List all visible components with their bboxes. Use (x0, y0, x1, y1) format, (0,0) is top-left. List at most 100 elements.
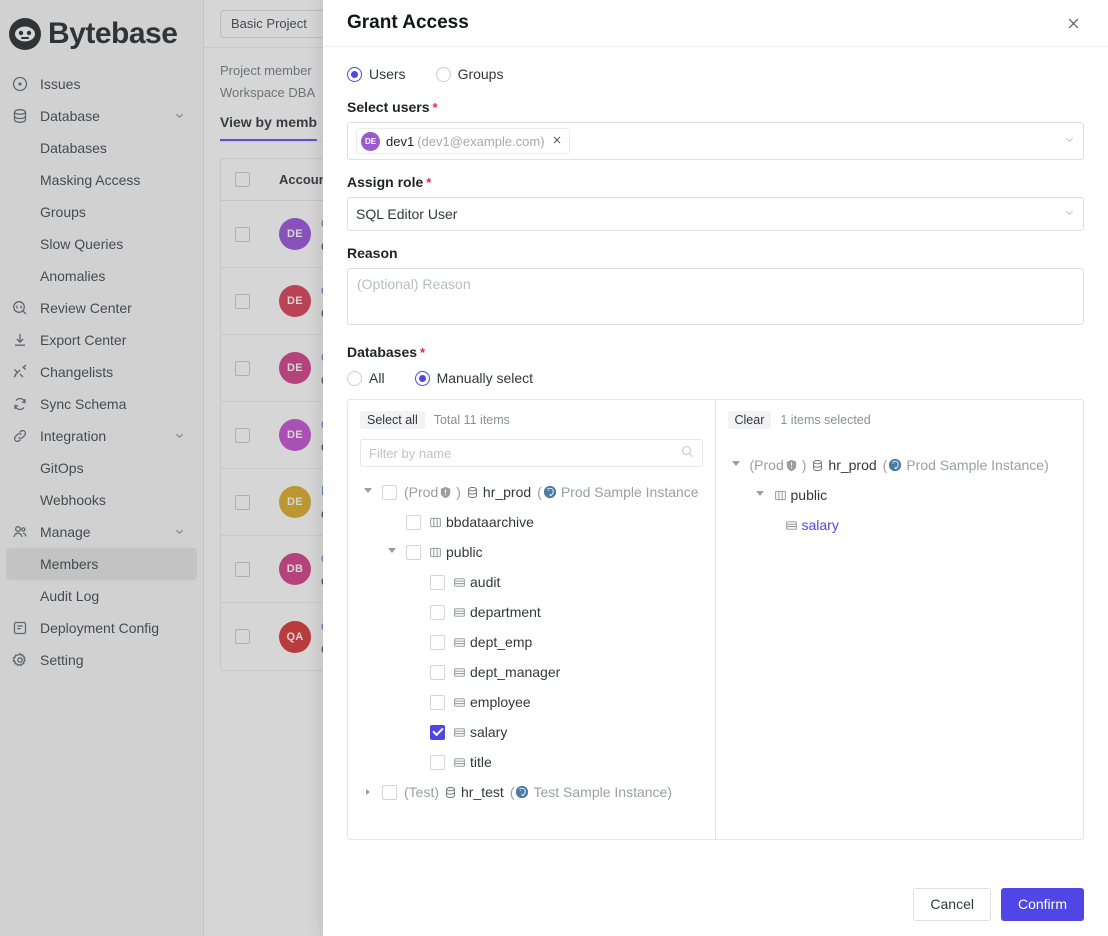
project-selector[interactable]: Basic Project (220, 9, 330, 38)
sidebar-item-audit-log[interactable]: Audit Log (6, 580, 197, 612)
database-name: hr_prod (482, 484, 532, 500)
chevron-down-icon[interactable] (729, 461, 743, 469)
row-checkbox[interactable] (235, 293, 250, 309)
tree-checkbox[interactable] (430, 634, 445, 650)
select-users-label: Select users * (347, 99, 1084, 115)
sidebar-item-database[interactable]: Database (6, 100, 197, 132)
integration-icon (12, 428, 34, 444)
chevron-down-icon[interactable] (753, 491, 767, 499)
select-all-button[interactable]: Select all (360, 411, 425, 429)
chevron-right-icon[interactable] (361, 789, 375, 795)
tree-node-title[interactable]: title (348, 747, 715, 777)
tree-node-salary-selected[interactable]: salary (716, 510, 1084, 540)
sidebar-item-issues[interactable]: Issues (6, 68, 197, 100)
chevron-down-icon[interactable] (1064, 207, 1075, 221)
assign-role-label-text: Assign role (347, 174, 424, 190)
tree-node-dept_manager[interactable]: dept_manager (348, 657, 715, 687)
transfer-source-panel: Select all Total 11 items Filter by name (348, 400, 716, 839)
row-checkbox[interactable] (235, 629, 250, 645)
sidebar-item-members[interactable]: Members (6, 548, 197, 580)
select-users-input[interactable]: DE dev1 (dev1@example.com) (347, 122, 1084, 160)
chevron-down-icon[interactable] (361, 488, 375, 496)
page-description-line-1: Project member (220, 63, 312, 78)
radio-manually-select[interactable]: Manually select (414, 370, 533, 386)
confirm-button[interactable]: Confirm (1000, 887, 1084, 921)
row-checkbox[interactable] (235, 494, 250, 510)
chevron-down-icon[interactable] (385, 548, 399, 556)
tree-node-public-selected[interactable]: public (716, 480, 1084, 510)
sidebar-item-databases[interactable]: Databases (6, 132, 197, 164)
selected-user-tag[interactable]: DE dev1 (dev1@example.com) (356, 128, 570, 154)
table-name: department (470, 604, 541, 620)
sidebar-item-groups[interactable]: Groups (6, 196, 197, 228)
sidebar-nav: Issues Database Databases Masking Access… (0, 68, 203, 676)
chevron-down-icon (174, 524, 185, 540)
radio-users[interactable]: Users (347, 66, 406, 82)
sidebar-item-export-center[interactable]: Export Center (6, 324, 197, 356)
sidebar-item-integration[interactable]: Integration (6, 420, 197, 452)
radio-groups[interactable]: Groups (435, 66, 504, 82)
row-checkbox[interactable] (235, 360, 250, 376)
sidebar-item-gitops[interactable]: GitOps (6, 452, 197, 484)
required-mark: * (426, 174, 432, 190)
sidebar-item-sync-schema[interactable]: Sync Schema (6, 388, 197, 420)
close-icon[interactable] (1060, 10, 1086, 36)
filter-input[interactable]: Filter by name (360, 439, 703, 467)
databases-label-text: Databases (347, 344, 418, 360)
cancel-button[interactable]: Cancel (913, 887, 991, 921)
tree-node-audit[interactable]: audit (348, 567, 715, 597)
modal-body: Users Groups Select users * DE dev1 (dev… (323, 47, 1108, 872)
tree-checkbox[interactable] (382, 484, 397, 500)
chevron-down-icon (174, 428, 185, 444)
tree-node-bbdataarchive[interactable]: bbdataarchive (348, 507, 715, 537)
sidebar-item-review-center[interactable]: Review Center (6, 292, 197, 324)
tree-node-salary[interactable]: salary (348, 717, 715, 747)
instance-open-paren: ( (509, 784, 515, 800)
tree-checkbox[interactable] (382, 784, 397, 800)
sidebar-item-slow-queries[interactable]: Slow Queries (6, 228, 197, 260)
database-icon (444, 786, 457, 799)
sidebar-item-manage[interactable]: Manage (6, 516, 197, 548)
tree-node-hr_prod-selected[interactable]: (Prod ) hr_prod ( (716, 450, 1084, 480)
reason-textarea[interactable] (347, 268, 1084, 325)
sync-icon (12, 396, 34, 412)
sidebar-item-label: Groups (40, 204, 86, 220)
row-checkbox[interactable] (235, 226, 250, 242)
select-all-checkbox[interactable] (235, 172, 250, 188)
tree-checkbox[interactable] (430, 694, 445, 710)
radio-groups-label: Groups (457, 66, 504, 82)
row-checkbox[interactable] (235, 561, 250, 577)
schema-name: public (446, 544, 483, 560)
tree-node-employee[interactable]: employee (348, 687, 715, 717)
sidebar-item-anomalies[interactable]: Anomalies (6, 260, 197, 292)
instance-open-paren: ( (537, 484, 542, 500)
table-icon (785, 519, 798, 532)
tree-checkbox[interactable] (430, 574, 445, 590)
filter-placeholder: Filter by name (369, 445, 452, 461)
chevron-down-icon[interactable] (1064, 134, 1075, 148)
tree-checkbox[interactable] (430, 604, 445, 620)
tree-node-hr_prod[interactable]: (Prod ) hr_prod ( (348, 477, 715, 507)
row-checkbox[interactable] (235, 427, 250, 443)
tree-checkbox[interactable] (406, 544, 421, 560)
tree-node-public[interactable]: public (348, 537, 715, 567)
tree-checkbox[interactable] (430, 754, 445, 770)
tree-node-hr_test[interactable]: (Test) hr_test ( Test Sample Instance) (348, 777, 715, 807)
clear-button[interactable]: Clear (727, 411, 772, 429)
sidebar-item-changelists[interactable]: Changelists (6, 356, 197, 388)
tab-view-by-member[interactable]: View by memb (220, 114, 318, 142)
radio-all-databases[interactable]: All (347, 370, 385, 386)
table-name: title (470, 754, 492, 770)
close-icon[interactable] (552, 134, 562, 148)
tree-checkbox[interactable] (430, 664, 445, 680)
sidebar-item-webhooks[interactable]: Webhooks (6, 484, 197, 516)
tree-node-department[interactable]: department (348, 597, 715, 627)
tree-checkbox[interactable] (430, 724, 445, 740)
sidebar-item-label: Anomalies (40, 268, 106, 284)
tree-node-dept_emp[interactable]: dept_emp (348, 627, 715, 657)
sidebar-item-setting[interactable]: Setting (6, 644, 197, 676)
assign-role-select[interactable]: SQL Editor User (347, 197, 1084, 231)
sidebar-item-deployment-config[interactable]: Deployment Config (6, 612, 197, 644)
tree-checkbox[interactable] (406, 514, 421, 530)
sidebar-item-masking-access[interactable]: Masking Access (6, 164, 197, 196)
